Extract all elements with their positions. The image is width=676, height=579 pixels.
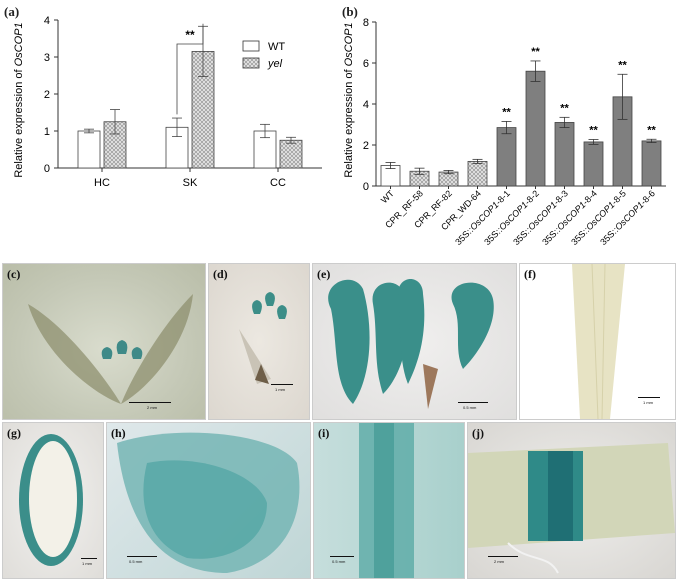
legend-label-yel: yel bbox=[267, 58, 283, 70]
photo-label-c: (c) bbox=[7, 267, 21, 281]
photo-h: (h) 0.5 mm bbox=[106, 422, 311, 579]
scale-text-g: 1 mm bbox=[82, 561, 92, 566]
anthers-illustration bbox=[328, 279, 494, 409]
photo-label-i: (i) bbox=[318, 426, 330, 440]
photo-label-j: (j) bbox=[472, 426, 484, 440]
x-tick-label: WT bbox=[379, 188, 396, 205]
legend-label-wt: WT bbox=[268, 41, 285, 53]
y-tick-label: 2 bbox=[44, 89, 50, 101]
bar bbox=[554, 122, 575, 187]
leaf-illustration bbox=[572, 264, 625, 419]
significance-label: ** bbox=[618, 59, 627, 71]
scale-bar-h bbox=[127, 556, 157, 557]
bar-yel bbox=[279, 139, 303, 169]
chart-a: Relative expression of OsCOP1 0 1 2 3 4 HC SK C… bbox=[13, 15, 322, 189]
x-tick-label: 35S::OsCOP1-8-6 bbox=[598, 188, 657, 247]
x-tick-label: SK bbox=[183, 177, 198, 189]
spikelet-illustration bbox=[28, 294, 193, 404]
scale-text-h: 0.5 mm bbox=[129, 559, 143, 564]
scale-bar-e bbox=[458, 402, 488, 403]
bar bbox=[525, 70, 546, 187]
y-tick-label: 0 bbox=[363, 181, 369, 193]
y-tick-label: 4 bbox=[44, 15, 50, 27]
y-tick-label: 3 bbox=[44, 52, 50, 64]
scale-bar-i bbox=[330, 556, 354, 557]
significance-label: ** bbox=[647, 124, 656, 136]
scale-text-f: 1 mm bbox=[643, 400, 653, 405]
floret-illustration bbox=[239, 292, 287, 384]
significance-label: ** bbox=[531, 46, 540, 58]
significance-label: ** bbox=[502, 106, 511, 118]
chart-b: Relative expression of OsCOP1 02468WTCPR… bbox=[343, 17, 666, 247]
photo-g: (g) 1 mm bbox=[2, 422, 104, 579]
x-tick-label: CC bbox=[270, 177, 286, 189]
bar bbox=[583, 141, 604, 187]
y-tick-label: 6 bbox=[363, 58, 369, 70]
scale-text-i: 0.5 mm bbox=[332, 559, 346, 564]
embryo-illustration bbox=[117, 432, 300, 573]
legend-swatch-yel bbox=[242, 57, 260, 69]
y-tick-label: 1 bbox=[44, 126, 50, 138]
significance-label: ** bbox=[185, 28, 195, 42]
photo-d: (d) 1 mm bbox=[208, 263, 310, 420]
scale-bar-j bbox=[488, 556, 518, 557]
bar bbox=[496, 127, 517, 187]
scale-text-c: 2 mm bbox=[147, 405, 157, 410]
bar bbox=[438, 171, 459, 187]
panel-label-a: (a) bbox=[4, 4, 20, 19]
photo-label-f: (f) bbox=[524, 267, 536, 281]
bar-wt bbox=[77, 130, 101, 169]
photo-j: (j) 2 mm bbox=[467, 422, 676, 579]
photo-c: (c) 2 mm bbox=[2, 263, 206, 420]
y-axis-label: Relative expression of OsCOP1 bbox=[343, 22, 355, 177]
photo-label-g: (g) bbox=[7, 426, 21, 440]
bar bbox=[467, 160, 488, 187]
x-tick-label: HC bbox=[94, 177, 110, 189]
panel-label-b: (b) bbox=[342, 4, 358, 19]
bar bbox=[641, 140, 662, 187]
scale-text-e: 0.5 mm bbox=[463, 405, 477, 410]
photo-label-d: (d) bbox=[213, 267, 228, 281]
stem-node-illustration bbox=[468, 443, 675, 574]
significance-bracket bbox=[176, 23, 204, 115]
photo-label-e: (e) bbox=[317, 267, 331, 281]
photo-label-h: (h) bbox=[111, 426, 126, 440]
photo-e: (e) 0.5 mm bbox=[312, 263, 517, 420]
scale-bar-g bbox=[81, 558, 97, 559]
photo-f: (f) 1 mm bbox=[519, 263, 676, 420]
legend-swatch-wt bbox=[242, 40, 260, 52]
scale-text-j: 2 mm bbox=[494, 559, 504, 564]
y-axis-label: Relative expression of OsCOP1 bbox=[13, 22, 25, 177]
significance-label: ** bbox=[560, 102, 569, 114]
seed-illustration bbox=[19, 434, 83, 566]
root-illustration bbox=[359, 423, 414, 578]
scale-text-d: 1 mm bbox=[275, 387, 285, 392]
scale-bar-c bbox=[129, 402, 171, 403]
scale-bar-d bbox=[271, 384, 293, 385]
y-tick-label: 0 bbox=[44, 163, 50, 175]
y-tick-label: 2 bbox=[363, 140, 369, 152]
scale-bar-f bbox=[638, 397, 660, 398]
photo-i: (i) 0.5 mm bbox=[313, 422, 465, 579]
y-tick-label: 4 bbox=[363, 99, 369, 111]
y-tick-label: 8 bbox=[363, 17, 369, 29]
significance-label: ** bbox=[589, 124, 598, 136]
